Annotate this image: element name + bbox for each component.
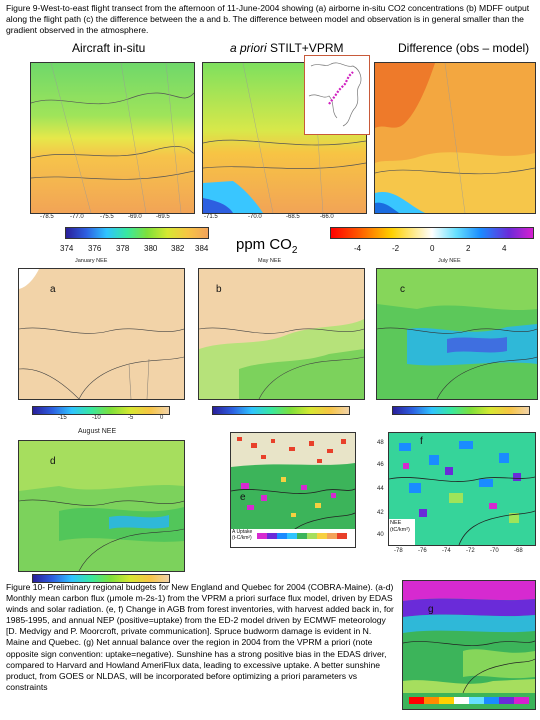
header-difference: Difference (obs – model) <box>398 41 530 55</box>
panel-label-g: g <box>428 604 434 615</box>
nep-legend-label: NEE (tC/km²) <box>390 520 410 533</box>
annual-balance-field <box>403 581 535 709</box>
difference-colorbar-label: -4 <box>354 244 362 253</box>
nep-field <box>389 433 535 545</box>
units-subscript: 2 <box>291 245 298 256</box>
nee-colorbar-tick: -5 <box>128 415 134 421</box>
figure9-caption: Figure 9-West-to-east flight transect fr… <box>6 3 530 35</box>
nee-map-january <box>18 268 185 400</box>
insitu-xtick: -78.5 <box>40 214 54 220</box>
nee-colorbar-tick: 0 <box>160 415 164 421</box>
insitu-xtick: -75.5 <box>100 214 114 220</box>
july-nee-colorbar <box>392 406 530 415</box>
may-field <box>199 319 364 399</box>
header-stilt-rest: STILT+VPRM <box>266 41 344 55</box>
may-nee-title: May NEE <box>258 258 282 264</box>
co2-colorbar-label: 380 <box>144 244 158 253</box>
stilt-field <box>203 63 366 213</box>
nep-ytick: 40 <box>377 532 384 538</box>
nee-map-may <box>198 268 365 400</box>
nep-ytick: 46 <box>377 462 384 468</box>
header-stilt-vprm: a priori STILT+VPRM <box>230 41 343 55</box>
nep-ytick: 48 <box>377 440 384 446</box>
difference-colorbar-label: -2 <box>392 244 400 253</box>
nep-xtick: -72 <box>466 548 475 554</box>
figure10-caption: Figure 10- Preliminary regional budgets … <box>6 582 394 692</box>
annual-balance-map <box>402 580 536 710</box>
nep-xtick: -76 <box>418 548 427 554</box>
header-stilt-italic: a priori <box>230 41 267 55</box>
july-field <box>377 269 537 399</box>
nee-map-august <box>18 440 185 572</box>
units-base: ppm CO <box>236 236 292 253</box>
insitu-xtick: -77.0 <box>70 214 84 220</box>
nee-colorbar-tick: -10 <box>92 415 101 421</box>
agb-legend-label: A Uptake (t-C/km²) <box>232 529 253 541</box>
panel-label-c: c <box>400 284 405 295</box>
co2-colorbar-label: 374 <box>60 244 74 253</box>
co2-colorbar-label: 376 <box>88 244 102 253</box>
january-nee-colorbar <box>32 406 170 415</box>
panel-label-f: f <box>420 436 423 447</box>
may-nee-colorbar <box>212 406 350 415</box>
panel-label-b: b <box>216 284 222 295</box>
stilt-xtick: -71.5 <box>204 214 218 220</box>
nep-xtick: -78 <box>394 548 403 554</box>
nep-xtick: -68 <box>514 548 523 554</box>
header-aircraft-insitu: Aircraft in-situ <box>72 41 146 55</box>
agb-change-map <box>230 432 356 548</box>
nep-ytick: 44 <box>377 486 384 492</box>
august-nee-title: August NEE <box>78 428 117 435</box>
difference-colorbar <box>330 227 534 239</box>
stilt-xtick: -66.0 <box>320 214 334 220</box>
difference-transect-map <box>374 62 536 214</box>
nee-map-july <box>376 268 538 400</box>
nee-colorbar-tick: -15 <box>58 415 67 421</box>
ppm-co2-units: ppm CO2 <box>236 236 297 256</box>
co2-colorbar <box>65 227 209 239</box>
july-nee-title: July NEE <box>438 258 461 264</box>
inset-outline <box>308 62 362 127</box>
difference-colorbar-label: 2 <box>466 244 471 253</box>
co2-colorbar-label: 378 <box>116 244 130 253</box>
insitu-xtick: -69.0 <box>128 214 142 220</box>
insitu-field <box>31 63 194 213</box>
co2-colorbar-label: 384 <box>195 244 209 253</box>
flight-path-inset-map <box>304 55 370 135</box>
stilt-xtick: -70.0 <box>248 214 262 220</box>
stilt-xtick: -68.5 <box>286 214 300 220</box>
stilt-transect-map <box>202 62 367 214</box>
august-nee-colorbar <box>32 574 170 583</box>
agb-field <box>231 433 355 547</box>
co2-colorbar-label: 382 <box>171 244 185 253</box>
ed2-nep-map <box>388 432 536 546</box>
insitu-transect-map <box>30 62 195 214</box>
panel-label-a: a <box>50 284 56 295</box>
january-coastlines <box>19 269 184 399</box>
nep-xtick: -74 <box>442 548 451 554</box>
panel-label-d: d <box>50 456 56 467</box>
nep-ytick: 42 <box>377 510 384 516</box>
difference-field <box>375 63 535 213</box>
august-field <box>19 441 184 571</box>
difference-colorbar-label: 4 <box>502 244 507 253</box>
nep-xtick: -70 <box>490 548 499 554</box>
insitu-xtick: -69.5 <box>156 214 170 220</box>
january-nee-title: January NEE <box>75 258 108 264</box>
difference-colorbar-label: 0 <box>430 244 435 253</box>
panel-label-e: e <box>240 492 246 503</box>
